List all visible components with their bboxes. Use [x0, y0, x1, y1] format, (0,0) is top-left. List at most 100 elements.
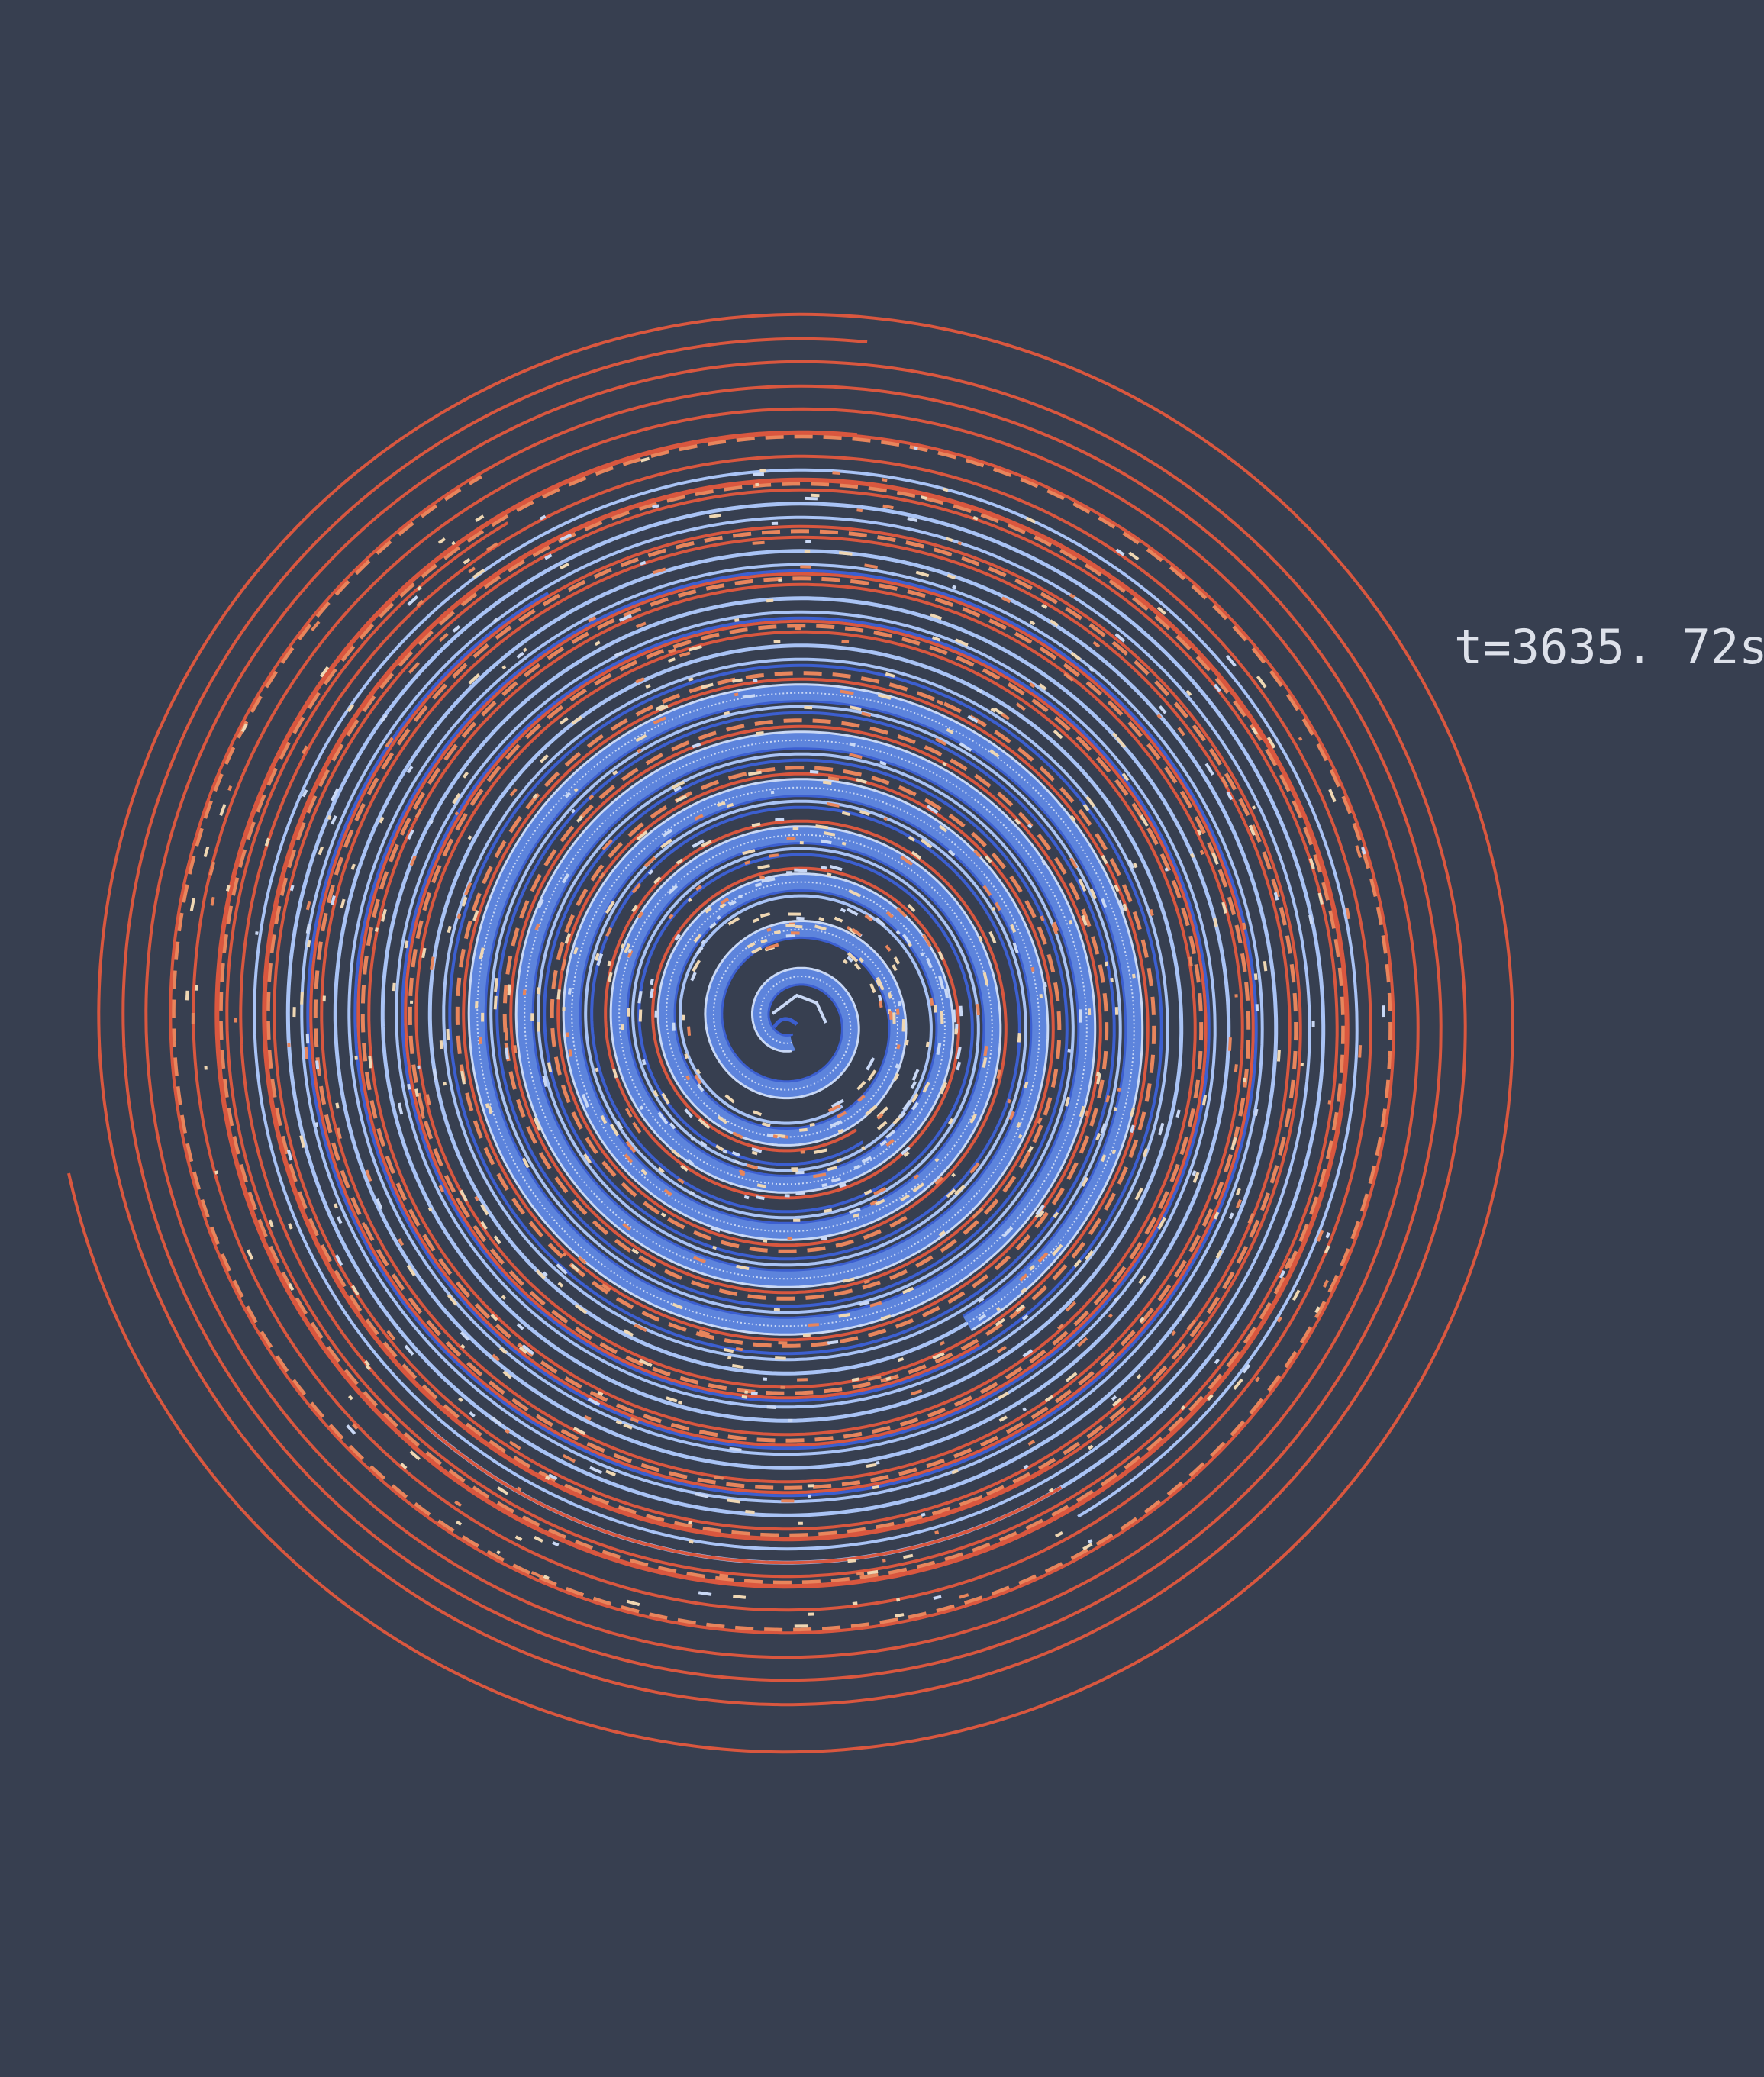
tick-mark	[420, 1111, 425, 1119]
tick-mark	[911, 1101, 919, 1111]
tick-mark	[666, 1396, 678, 1403]
tick-mark	[1081, 914, 1088, 927]
tick-mark	[972, 1207, 984, 1219]
tick-mark	[698, 1591, 712, 1596]
tick-mark	[662, 828, 673, 837]
tick-mark	[932, 1352, 945, 1360]
tick-mark	[827, 1166, 837, 1172]
tick-mark	[1253, 1108, 1259, 1116]
tick-mark	[1041, 603, 1048, 609]
tick-mark	[751, 947, 763, 954]
tick-mark	[887, 992, 892, 999]
tick-mark	[400, 1463, 408, 1470]
tick-mark	[905, 1040, 909, 1046]
spiral-edge-inner	[484, 700, 1127, 1319]
tick-mark	[1105, 1095, 1111, 1103]
tick-mark	[1053, 1211, 1059, 1219]
tick-mark	[759, 912, 771, 918]
tick-mark	[337, 1216, 343, 1224]
spiral-core	[771, 993, 827, 1029]
tick-mark	[655, 704, 666, 711]
tick-mark	[1228, 1212, 1234, 1220]
tick-mark	[747, 941, 756, 949]
tick-mark	[1243, 1077, 1247, 1083]
tick-mark	[692, 839, 705, 848]
tick-mark	[612, 770, 618, 776]
tick-mark	[289, 885, 295, 892]
tick-mark	[564, 933, 572, 944]
tick-mark	[900, 1194, 910, 1202]
tick-mark	[1029, 620, 1036, 626]
tick-mark	[539, 514, 547, 521]
tick-mark	[752, 918, 759, 923]
tick-mark	[895, 1613, 905, 1618]
tick-mark	[571, 715, 582, 725]
tick-mark	[1263, 960, 1268, 972]
tick-mark	[708, 513, 721, 519]
tick-mark	[534, 923, 540, 931]
tick-mark	[841, 841, 847, 846]
tick-mark	[813, 1148, 827, 1154]
tick-mark	[631, 882, 642, 894]
tick-mark	[735, 1347, 743, 1352]
tick-mark	[867, 1375, 882, 1382]
tick-mark	[1242, 1363, 1251, 1374]
tick-mark	[851, 1377, 860, 1382]
tick-mark	[1050, 619, 1059, 627]
tick-mark	[743, 1195, 750, 1200]
tick-mark	[671, 1148, 682, 1159]
tick-mark	[753, 679, 758, 682]
tick-mark	[1180, 1309, 1187, 1317]
tick-mark	[671, 780, 685, 790]
tick-mark	[1111, 1149, 1117, 1155]
tick-mark	[1043, 982, 1047, 988]
tick-mark	[462, 771, 469, 779]
tick-mark	[1298, 737, 1303, 741]
tick-mark	[657, 705, 669, 711]
tick-mark	[1065, 1372, 1078, 1382]
tick-mark	[653, 876, 662, 885]
tick-mark	[907, 903, 916, 912]
tick-mark	[616, 1121, 624, 1130]
tick-mark	[1136, 1373, 1142, 1379]
tick-mark	[849, 753, 863, 760]
tick-mark	[688, 1520, 693, 1524]
tick-mark	[1063, 672, 1074, 682]
tick-mark	[829, 864, 843, 872]
tick-mark	[534, 1536, 543, 1543]
tick-mark	[753, 472, 765, 476]
tick-mark	[1082, 1543, 1093, 1551]
elapsed-time-label: t=3635. 72s	[1454, 619, 1764, 675]
tick-mark	[1068, 919, 1073, 925]
tick-mark	[896, 907, 908, 918]
tick-mark	[850, 705, 862, 711]
tick-mark	[677, 1400, 682, 1405]
tick-mark	[695, 885, 702, 892]
tick-mark	[865, 1105, 878, 1116]
tick-mark	[875, 1198, 885, 1206]
tick-mark	[882, 504, 894, 510]
tick-mark	[925, 957, 933, 969]
tick-mark	[638, 1359, 653, 1367]
tick-mark	[1213, 683, 1221, 692]
tick-mark	[588, 616, 597, 623]
tick-mark	[568, 1049, 572, 1057]
tick-mark	[990, 707, 997, 713]
tick-mark	[885, 911, 894, 918]
tick-mark	[1255, 1376, 1260, 1382]
tick-mark	[640, 1169, 648, 1176]
tick-mark	[849, 742, 856, 747]
tick-mark	[1007, 1098, 1011, 1104]
tick-mark	[1256, 675, 1267, 689]
tick-mark	[766, 927, 772, 932]
tick-mark	[946, 727, 954, 734]
tick-mark	[1211, 853, 1219, 865]
tick-mark	[365, 1364, 371, 1371]
tick-mark	[738, 1169, 746, 1175]
tick-mark	[493, 995, 498, 1010]
tick-mark	[1308, 914, 1314, 925]
tick-mark	[1064, 1096, 1071, 1107]
tick-mark	[1156, 714, 1163, 719]
tick-mark	[1108, 1313, 1113, 1318]
tick-mark	[427, 1207, 433, 1212]
